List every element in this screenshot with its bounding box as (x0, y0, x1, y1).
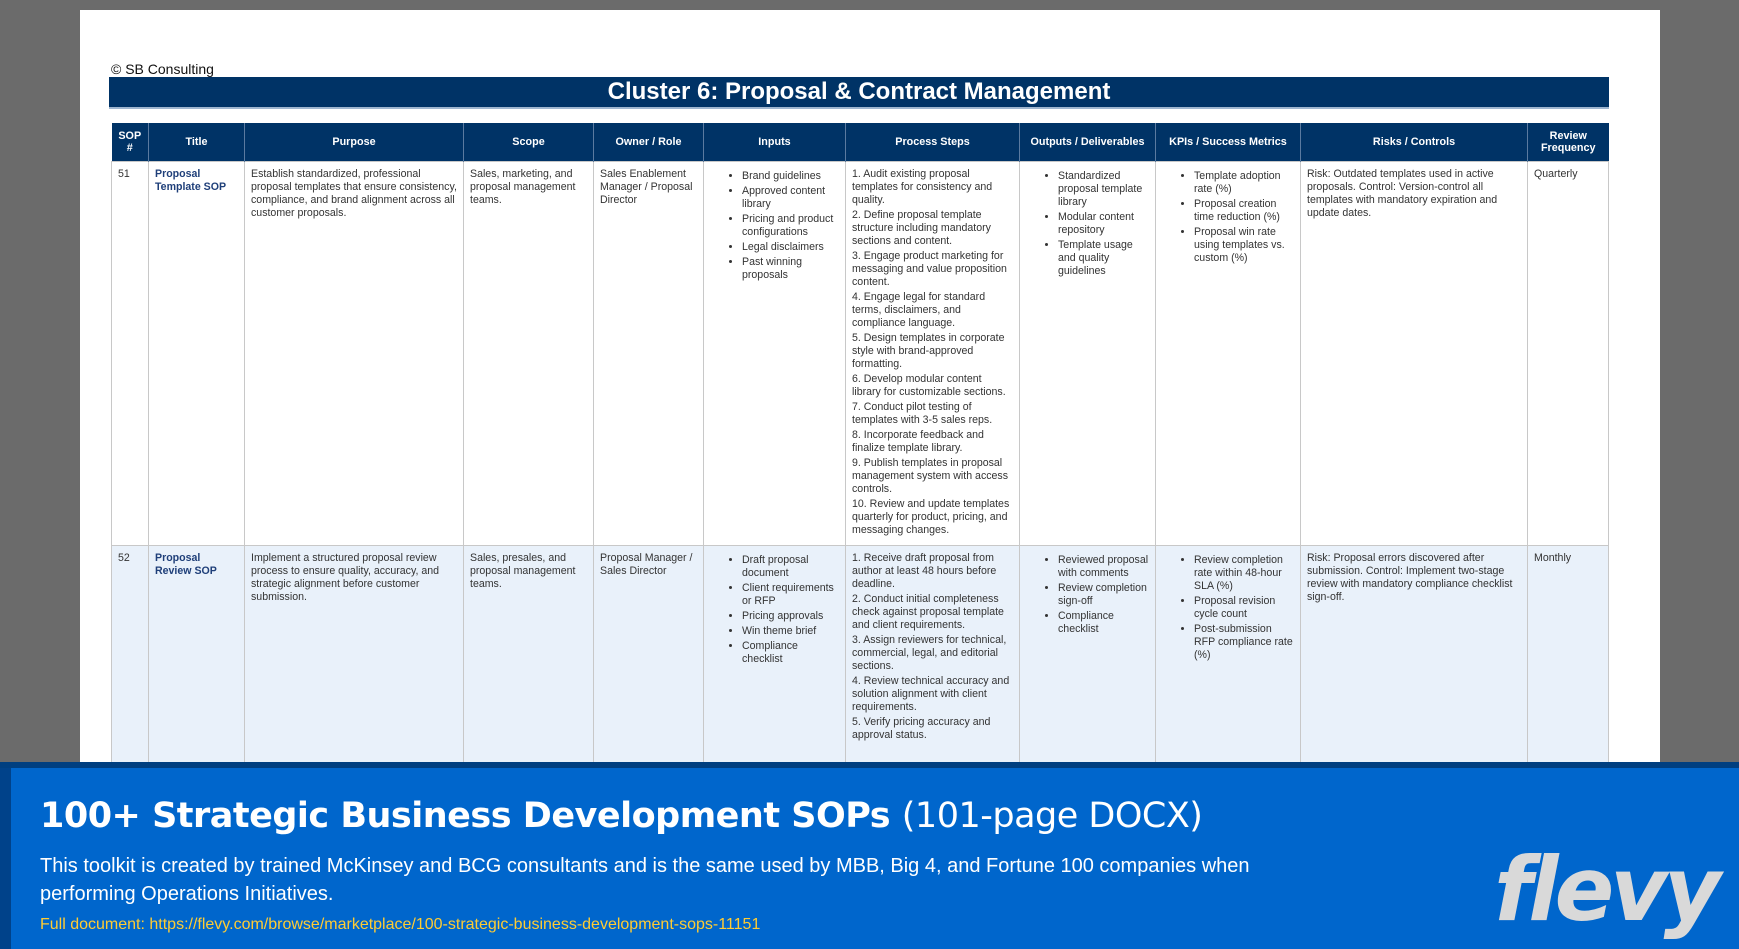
sop-risks: Risk: Proposal errors discovered after s… (1300, 545, 1528, 770)
sop-outputs: Standardized proposal template library M… (1019, 161, 1156, 546)
col-header-title: Title (148, 123, 245, 162)
input-item: Approved content library (742, 185, 839, 211)
col-header-owner: Owner / Role (593, 123, 704, 162)
kpi-item: Proposal creation time reduction (%) (1194, 198, 1294, 224)
sop-scope: Sales, presales, and proposal management… (463, 545, 594, 770)
full-document-link[interactable]: Full document: https://flevy.com/browse/… (40, 916, 761, 933)
sop-steps: 1. Audit existing proposal templates for… (845, 161, 1020, 546)
input-item: Pricing approvals (742, 610, 839, 623)
sop-purpose: Implement a structured proposal review p… (244, 545, 464, 770)
sop-owner: Sales Enablement Manager / Proposal Dire… (593, 161, 704, 546)
input-item: Draft proposal document (742, 554, 839, 580)
banner-accent-strip (0, 768, 11, 949)
kpi-item: Proposal win rate using templates vs. cu… (1194, 226, 1294, 265)
output-item: Modular content repository (1058, 211, 1149, 237)
output-item: Standardized proposal template library (1058, 170, 1149, 209)
output-item: Template usage and quality guidelines (1058, 239, 1149, 278)
process-step: 7. Conduct pilot testing of templates wi… (852, 401, 993, 426)
col-header-purpose: Purpose (244, 123, 464, 162)
table-row: 51 Proposal Template SOP Establish stand… (111, 161, 1609, 546)
sop-risks: Risk: Outdated templates used in active … (1300, 161, 1528, 546)
sop-inputs: Draft proposal document Client requireme… (703, 545, 846, 770)
process-step: 9. Publish templates in proposal managem… (852, 457, 1009, 495)
input-item: Client requirements or RFP (742, 582, 839, 608)
sop-title: Proposal Review SOP (148, 545, 245, 770)
process-step: 3. Assign reviewers for technical, comme… (852, 634, 1007, 672)
col-header-sop: SOP # (111, 123, 149, 162)
output-item: Compliance checklist (1058, 610, 1149, 636)
sop-table: SOP # Title Purpose Scope Owner / Role I… (111, 123, 1609, 770)
sop-kpis: Review completion rate within 48-hour SL… (1155, 545, 1301, 770)
sop-scope: Sales, marketing, and proposal managemen… (463, 161, 594, 546)
sop-outputs: Reviewed proposal with comments Review c… (1019, 545, 1156, 770)
document-page: © SB Consulting Cluster 6: Proposal & Co… (80, 10, 1660, 770)
sop-title: Proposal Template SOP (148, 161, 245, 546)
process-step: 5. Verify pricing accuracy and approval … (852, 716, 991, 741)
process-step: 2. Conduct initial completeness check ag… (852, 593, 1004, 631)
sop-number: 51 (111, 161, 149, 546)
col-header-kpis: KPIs / Success Metrics (1155, 123, 1301, 162)
col-header-outputs: Outputs / Deliverables (1019, 123, 1156, 162)
sop-frequency: Monthly (1527, 545, 1609, 770)
kpi-item: Post-submission RFP compliance rate (%) (1194, 623, 1294, 662)
input-item: Pricing and product configurations (742, 213, 839, 239)
input-item: Win theme brief (742, 625, 839, 638)
kpi-item: Review completion rate within 48-hour SL… (1194, 554, 1294, 593)
kpi-item: Template adoption rate (%) (1194, 170, 1294, 196)
sop-frequency: Quarterly (1527, 161, 1609, 546)
col-header-frequency: Review Frequency (1527, 123, 1609, 162)
sop-number: 52 (111, 545, 149, 770)
col-header-steps: Process Steps (845, 123, 1020, 162)
sop-purpose: Establish standardized, professional pro… (244, 161, 464, 546)
sop-steps: 1. Receive draft proposal from author at… (845, 545, 1020, 770)
input-item: Legal disclaimers (742, 241, 839, 254)
sop-inputs: Brand guidelines Approved content librar… (703, 161, 846, 546)
copyright-text: © SB Consulting (111, 61, 214, 77)
input-item: Compliance checklist (742, 640, 839, 666)
process-step: 4. Review technical accuracy and solutio… (852, 675, 1010, 713)
output-item: Reviewed proposal with comments (1058, 554, 1149, 580)
process-step: 4. Engage legal for standard terms, disc… (852, 291, 986, 329)
promo-banner: 100+ Strategic Business Development SOPs… (0, 762, 1739, 949)
process-step: 6. Develop modular content library for c… (852, 373, 1006, 398)
banner-title-main: 100+ Strategic Business Development SOPs (40, 796, 891, 836)
col-header-inputs: Inputs (703, 123, 846, 162)
output-item: Review completion sign-off (1058, 582, 1149, 608)
table-row: 52 Proposal Review SOP Implement a struc… (111, 545, 1609, 770)
process-step: 10. Review and update templates quarterl… (852, 498, 1010, 536)
banner-description: This toolkit is created by trained McKin… (40, 855, 1250, 905)
col-header-risks: Risks / Controls (1300, 123, 1528, 162)
input-item: Brand guidelines (742, 170, 839, 183)
table-header-row: SOP # Title Purpose Scope Owner / Role I… (111, 123, 1609, 162)
banner-title-format: (101-page DOCX) (901, 796, 1203, 836)
process-step: 8. Incorporate feedback and finalize tem… (852, 429, 984, 454)
process-step: 5. Design templates in corporate style w… (852, 332, 1005, 370)
sop-owner: Proposal Manager / Sales Director (593, 545, 704, 770)
col-header-scope: Scope (463, 123, 594, 162)
sop-kpis: Template adoption rate (%) Proposal crea… (1155, 161, 1301, 546)
kpi-item: Proposal revision cycle count (1194, 595, 1294, 621)
process-step: 1. Receive draft proposal from author at… (852, 552, 997, 590)
input-item: Past winning proposals (742, 256, 839, 282)
process-step: 3. Engage product marketing for messagin… (852, 250, 1007, 288)
process-step: 2. Define proposal template structure in… (852, 209, 991, 247)
flevy-logo: flevy (1494, 838, 1721, 941)
process-step: 1. Audit existing proposal templates for… (852, 168, 993, 206)
cluster-title: Cluster 6: Proposal & Contract Managemen… (109, 77, 1609, 109)
banner-title: 100+ Strategic Business Development SOPs… (40, 796, 1203, 836)
